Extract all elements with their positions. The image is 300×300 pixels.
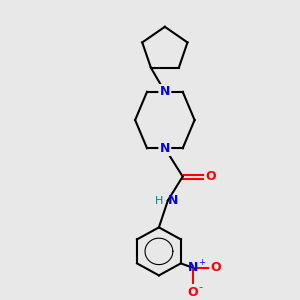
Text: N: N [160,142,170,155]
Text: O: O [211,261,221,274]
Text: H: H [155,196,164,206]
Text: N: N [160,85,170,98]
Text: N: N [168,194,178,207]
Text: -: - [199,282,203,292]
Text: N: N [188,261,198,274]
Text: +: + [199,258,206,267]
Text: O: O [205,170,216,183]
Text: O: O [188,286,198,299]
